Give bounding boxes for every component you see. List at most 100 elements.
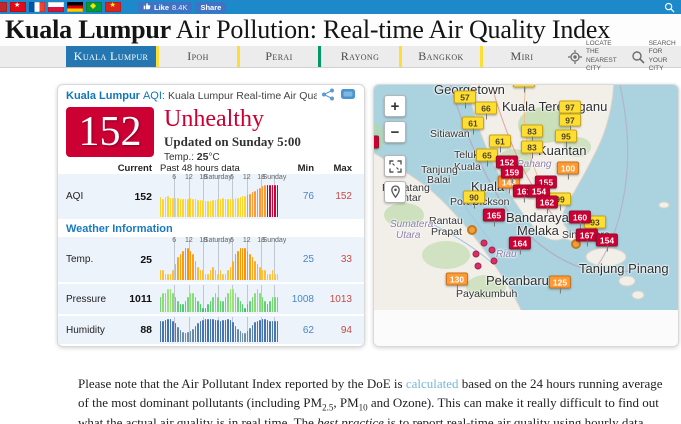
tab-rayong[interactable]: Rayong bbox=[340, 49, 380, 63]
axis-label: 18 bbox=[257, 174, 266, 181]
axis-label: 6 bbox=[230, 174, 234, 181]
temp-history-chart: 6 12 18 Saturday 6 12 18 Sunday bbox=[160, 237, 286, 282]
map-marker[interactable]: 61 bbox=[462, 116, 484, 135]
map-marker[interactable]: 61 bbox=[489, 134, 511, 153]
map-place-label: Pekanbaru bbox=[486, 273, 549, 288]
station-dot[interactable] bbox=[467, 225, 477, 235]
pressure-history-row: Pressure 1011 1008 1013 bbox=[58, 284, 364, 316]
like-count: 8.4K bbox=[172, 2, 188, 12]
row-current-value: 88 bbox=[140, 324, 152, 336]
row-current-value: 1011 bbox=[129, 293, 152, 305]
axis-label: 12 bbox=[185, 174, 193, 181]
map[interactable]: GeorgetownKuala TerengganuSitiawanTelukK… bbox=[374, 85, 678, 312]
map-marker[interactable]: 159 bbox=[500, 165, 524, 184]
flag-morocco-icon[interactable] bbox=[0, 2, 7, 12]
map-marker[interactable]: 160 bbox=[568, 210, 592, 229]
station-dot[interactable] bbox=[472, 250, 480, 258]
masthead: Kuala Lumpur Air Pollution: Real-time Ai… bbox=[0, 14, 681, 46]
content: Kuala Lumpur AQI: Kuala Lumpur Real-time… bbox=[0, 68, 681, 347]
map-marker[interactable]: 165 bbox=[482, 208, 506, 227]
axis-label: 12 bbox=[185, 237, 193, 244]
footer-note: Please note that the Air Pollutant Index… bbox=[78, 376, 663, 424]
row-current-value: 152 bbox=[134, 190, 152, 203]
axis-label: 6 bbox=[230, 237, 234, 244]
tab-bar: Kuala Lumpur Ipoh Perai Rayong Bangkok Miri L… bbox=[0, 40, 681, 72]
map-place-label: Sitiawan bbox=[430, 128, 470, 140]
station-dot[interactable] bbox=[480, 239, 488, 247]
map-place-label: Kuala bbox=[454, 161, 481, 173]
map-marker[interactable]: 130 bbox=[445, 272, 469, 291]
map-place-label: Rantau bbox=[429, 215, 463, 227]
share-button[interactable]: Share bbox=[195, 1, 227, 13]
share-icon[interactable] bbox=[321, 88, 335, 104]
pressure-history-chart bbox=[160, 284, 279, 314]
tab-bangkok[interactable]: Bangkok bbox=[418, 49, 464, 63]
map-marker[interactable]: 95 bbox=[555, 129, 577, 148]
station-dot[interactable] bbox=[474, 262, 482, 270]
flag-germany-icon[interactable] bbox=[67, 2, 83, 12]
map-marker[interactable]: 66 bbox=[475, 101, 497, 120]
map-marker[interactable]: 83 bbox=[521, 140, 543, 159]
map-place-label: Tanjung bbox=[421, 164, 458, 176]
flag-turkey-icon[interactable] bbox=[10, 2, 26, 12]
column-max: Max bbox=[333, 162, 352, 174]
flag-france-icon[interactable] bbox=[29, 2, 45, 12]
map-pin-button[interactable] bbox=[384, 181, 406, 203]
map-marker[interactable] bbox=[374, 135, 379, 149]
map-marker[interactable]: 164 bbox=[508, 236, 532, 255]
widget-icon[interactable] bbox=[340, 88, 356, 104]
fullscreen-icon bbox=[388, 159, 402, 173]
flag-brazil-icon[interactable] bbox=[86, 2, 102, 12]
map-marker[interactable]: 154 bbox=[595, 233, 619, 252]
map-marker[interactable]: 97 bbox=[559, 100, 581, 119]
row-label: Temp. bbox=[66, 254, 94, 265]
axis-label: Sunday bbox=[262, 237, 287, 244]
search-city-button[interactable]: Search for your city bbox=[624, 40, 681, 72]
zoom-out-button[interactable]: − bbox=[384, 121, 406, 143]
map-place-label: Pahang bbox=[517, 159, 552, 170]
flag-poland-icon[interactable] bbox=[48, 2, 64, 12]
facebook-like-button[interactable]: Like 8.4K bbox=[138, 1, 193, 13]
row-label: Humidity bbox=[66, 324, 105, 336]
aqi-history-row: AQI 152 6 12 18 Saturday 6 12 18 Sunday 76 152 bbox=[58, 174, 364, 221]
row-min-value: 25 bbox=[302, 254, 314, 265]
map-marker[interactable] bbox=[513, 85, 535, 93]
share-label: Share bbox=[200, 2, 222, 12]
map-marker[interactable]: 65 bbox=[476, 148, 498, 167]
map-marker[interactable]: 83 bbox=[521, 124, 543, 143]
row-label: AQI bbox=[66, 191, 84, 202]
map-marker[interactable]: 97 bbox=[559, 113, 581, 132]
map-place-label: Kuala Terengganu bbox=[502, 99, 608, 114]
axis-label: 6 bbox=[172, 174, 177, 181]
wind-history-row: Wind115 bbox=[58, 346, 364, 347]
aqi-history-chart: 6 12 18 Saturday 6 12 18 Sunday bbox=[160, 174, 286, 219]
tab-separator bbox=[237, 46, 240, 67]
map-place-label: Riau bbox=[496, 249, 517, 260]
map-panel: GeorgetownKuala TerengganuSitiawanTelukK… bbox=[373, 84, 679, 347]
tab-miri[interactable]: Miri bbox=[510, 49, 534, 63]
map-marker[interactable]: 90 bbox=[463, 190, 485, 209]
row-min-value: 76 bbox=[302, 191, 314, 202]
flag-vietnam-icon[interactable] bbox=[105, 2, 121, 12]
map-marker[interactable]: 57 bbox=[454, 90, 476, 109]
map-marker[interactable]: 162 bbox=[535, 195, 559, 214]
map-marker[interactable]: 125 bbox=[548, 275, 572, 294]
row-max-value: 94 bbox=[340, 324, 352, 336]
locate-nearest-city-button[interactable]: Locate the nearest city bbox=[561, 40, 624, 72]
axis-label: Saturday bbox=[203, 174, 232, 181]
tab-kuala-lumpur[interactable]: Kuala Lumpur bbox=[66, 46, 156, 67]
station-dot[interactable] bbox=[490, 257, 498, 265]
map-marker[interactable]: 167 bbox=[575, 228, 599, 247]
map-marker[interactable]: 100 bbox=[556, 161, 580, 180]
zoom-in-button[interactable]: + bbox=[384, 95, 406, 117]
map-place-label: Melaka bbox=[517, 223, 559, 238]
topbar-search-icon[interactable] bbox=[664, 2, 675, 13]
calculated-link[interactable]: calculated bbox=[405, 376, 459, 391]
map-place-label: Kuantan bbox=[538, 143, 587, 158]
thumbs-up-icon bbox=[143, 2, 151, 12]
tab-perai[interactable]: Perai bbox=[265, 49, 293, 63]
map-place-label: Teluk bbox=[454, 149, 479, 161]
station-dot[interactable] bbox=[488, 246, 496, 254]
fullscreen-button[interactable] bbox=[384, 155, 406, 177]
tab-ipoh[interactable]: Ipoh bbox=[187, 49, 209, 63]
